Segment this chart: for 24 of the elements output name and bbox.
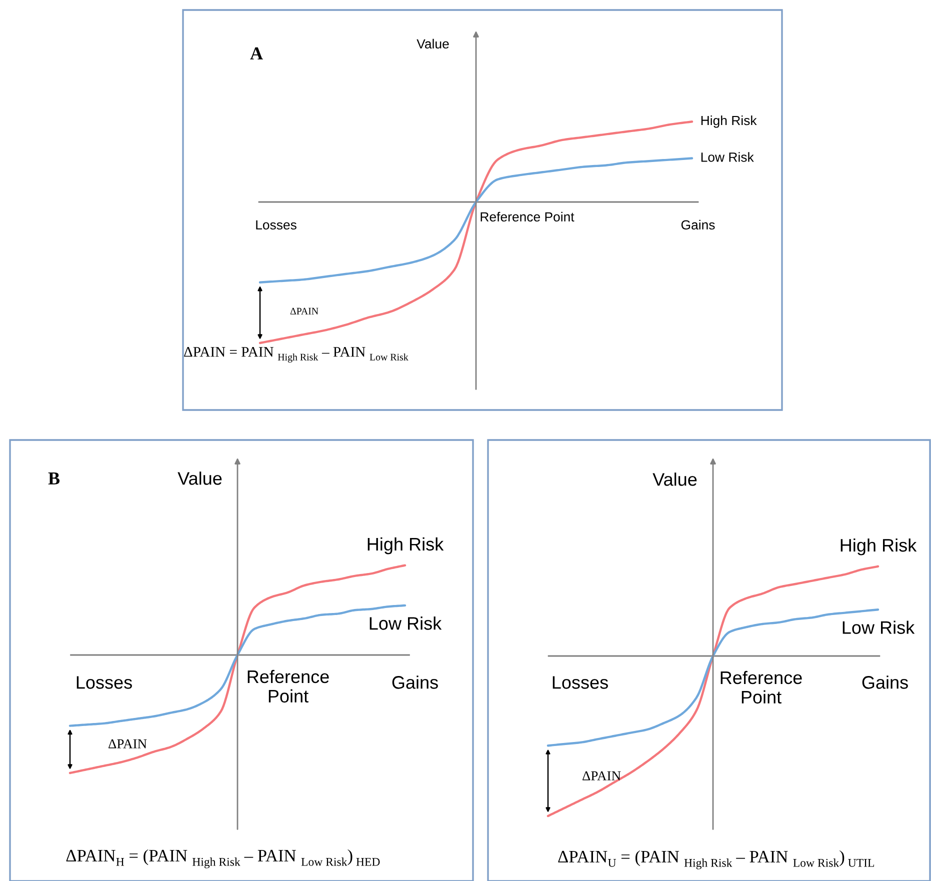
y-axis-title: Value <box>652 472 697 486</box>
y-axis-title: Value <box>178 472 222 485</box>
series-label: Low Risk <box>701 152 754 162</box>
y-axis-title: Value <box>416 38 449 49</box>
series-label: High Risk <box>840 538 917 556</box>
chart-title: A <box>250 47 263 60</box>
annotation: ΔPAIN <box>290 308 318 314</box>
annotation: Gains <box>681 220 715 230</box>
annotation: Losses <box>76 676 132 689</box>
annotation: ΔPAIN <box>108 739 147 748</box>
series-label: High Risk <box>701 115 757 128</box>
text: ΔPAIN = PAIN High Risk – PAIN Low Risk <box>184 347 408 362</box>
annotation: Reference Point <box>248 670 329 703</box>
annotation: ΔPAIN <box>582 771 621 780</box>
annotation: Losses <box>552 676 608 689</box>
annotation: Reference Point <box>480 212 574 222</box>
annotation: Reference Point <box>720 670 802 704</box>
series-label: Low Risk <box>370 616 442 630</box>
series-label: Low Risk <box>842 620 915 634</box>
chart-title: B <box>48 472 60 484</box>
series-label: High Risk <box>368 537 444 554</box>
annotation: Gains <box>392 676 438 689</box>
annotation: Losses <box>256 220 296 230</box>
annotation: Gains <box>862 676 908 689</box>
